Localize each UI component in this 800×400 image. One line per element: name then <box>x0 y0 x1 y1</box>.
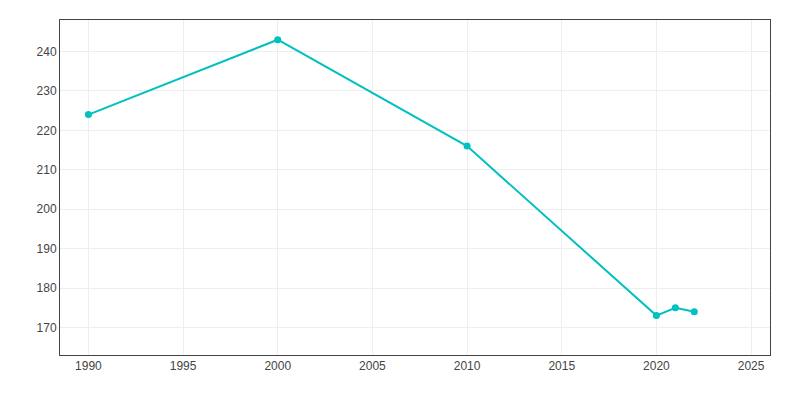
svg-text:230: 230 <box>37 84 57 98</box>
svg-text:190: 190 <box>37 242 57 256</box>
svg-text:180: 180 <box>37 281 57 295</box>
svg-text:2005: 2005 <box>359 359 386 373</box>
svg-text:1995: 1995 <box>170 359 197 373</box>
svg-text:220: 220 <box>37 124 57 138</box>
svg-text:1990: 1990 <box>75 359 102 373</box>
svg-text:210: 210 <box>37 163 57 177</box>
svg-text:2020: 2020 <box>643 359 670 373</box>
svg-text:240: 240 <box>37 45 57 59</box>
svg-text:170: 170 <box>37 321 57 335</box>
svg-text:2010: 2010 <box>454 359 481 373</box>
svg-text:2000: 2000 <box>264 359 291 373</box>
svg-text:200: 200 <box>37 202 57 216</box>
svg-text:2025: 2025 <box>738 359 765 373</box>
svg-text:2015: 2015 <box>548 359 575 373</box>
